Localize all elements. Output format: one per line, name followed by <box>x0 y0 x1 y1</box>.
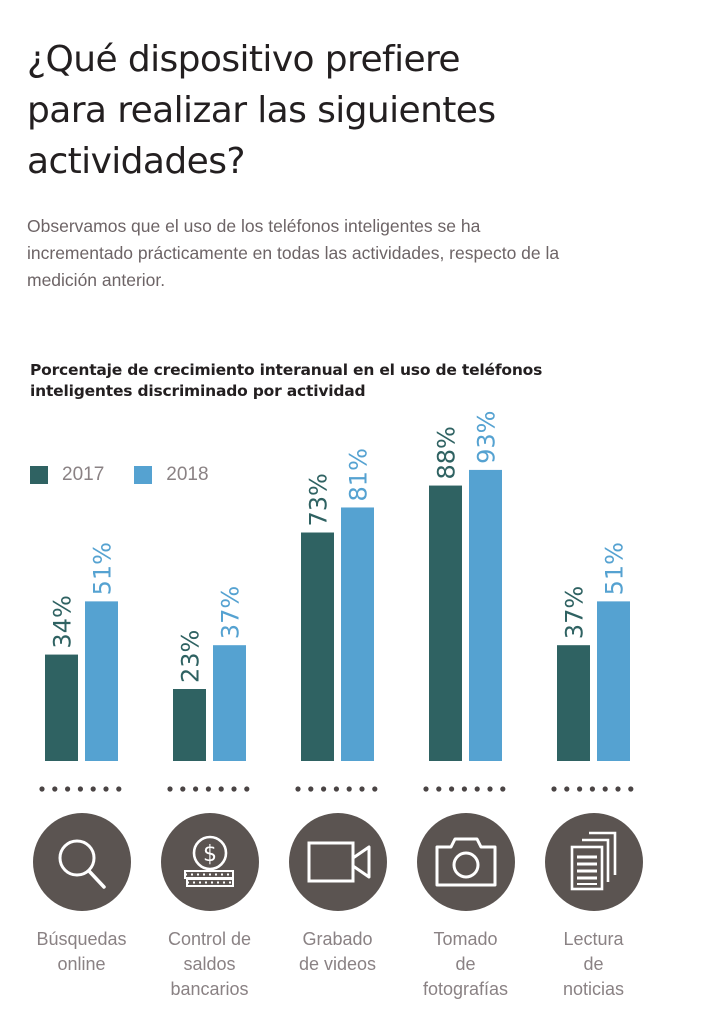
data-label-2018-2: 81% <box>345 448 373 501</box>
separator-dot <box>449 786 455 792</box>
separator-dot <box>436 786 442 792</box>
data-label-2017-3: 88% <box>433 426 461 479</box>
separator-dot <box>167 786 173 792</box>
separator-dot <box>39 786 45 792</box>
category-label: Lectura de noticias <box>530 927 658 1002</box>
chart-title-line: inteligentes discriminado por actividad <box>30 382 366 400</box>
bar-2018-1 <box>213 645 246 761</box>
separator-dot <box>65 786 71 792</box>
intro-paragraph: Observamos que el uso de los teléfonos i… <box>27 213 667 294</box>
separator-dot <box>615 786 621 792</box>
category-label-line: de <box>583 954 604 974</box>
separator-dot <box>90 786 96 792</box>
separator-dot <box>500 786 506 792</box>
legend-swatch-2017 <box>30 466 48 484</box>
legend-item-2017: 2017 <box>30 464 104 486</box>
category-label-line: Grabado <box>302 929 373 949</box>
category-label-line: de videos <box>298 954 377 974</box>
separator-dot <box>564 786 570 792</box>
search-icon <box>32 813 131 911</box>
data-label-2017-2: 73% <box>305 473 333 526</box>
data-label-2018-1: 37% <box>217 586 245 639</box>
data-label-2017-4: 37% <box>561 586 589 639</box>
separator-dot <box>321 786 327 792</box>
separator-dot <box>461 786 467 792</box>
video-camera-icon <box>288 813 387 911</box>
separator-dot <box>628 786 634 792</box>
separator-dot <box>193 786 199 792</box>
bar-2017-3 <box>429 485 462 761</box>
category-label: Búsquedas online <box>18 927 146 977</box>
bar-2017-0 <box>45 654 78 761</box>
separator-dot <box>231 786 237 792</box>
page-title: ¿Qué dispositivo prefiere para realizar … <box>27 34 687 187</box>
category-label: Tomado de fotografías <box>402 927 530 1002</box>
separator-dot <box>218 786 224 792</box>
separator-dot <box>359 786 365 792</box>
data-label-2017-1: 23% <box>177 630 205 683</box>
intro-line: medición anterior. <box>27 270 166 290</box>
data-label-2017-0: 34% <box>49 595 77 648</box>
coin-dollar-icon: $ <box>160 813 259 911</box>
separator-dot <box>77 786 83 792</box>
svg-text:$: $ <box>203 842 217 867</box>
bar-2018-4 <box>597 601 630 761</box>
separator-dot <box>333 786 339 792</box>
bar-2017-2 <box>301 532 334 761</box>
data-label-2018-4: 51% <box>601 542 629 595</box>
separator-dot <box>205 786 211 792</box>
separator-dot <box>474 786 480 792</box>
category-label-line: de <box>455 954 476 974</box>
title-line: actividades? <box>27 141 245 182</box>
separator-dot <box>180 786 186 792</box>
separator-dot <box>244 786 250 792</box>
category-label-line: noticias <box>562 979 625 999</box>
category-label: Grabado de videos <box>274 927 402 977</box>
legend-label-2017: 2017 <box>62 464 105 485</box>
category-label-line: online <box>57 954 106 974</box>
separator-dot <box>103 786 109 792</box>
separator-dot <box>602 786 608 792</box>
photo-camera-icon <box>416 813 515 911</box>
chart-title: Porcentaje de crecimiento interanual en … <box>30 360 670 402</box>
category-label-line: Lectura <box>563 929 624 949</box>
category-label-line: bancarios <box>170 979 249 999</box>
title-line: para realizar las siguientes <box>27 90 496 131</box>
legend: 2017 2018 <box>30 464 239 486</box>
documents-icon <box>544 813 643 911</box>
separator-dot <box>52 786 58 792</box>
intro-line: incrementado prácticamente en todas las … <box>27 243 560 263</box>
category-label-line: Búsquedas <box>36 929 127 949</box>
bar-2018-3 <box>469 469 502 761</box>
separator-dot <box>372 786 378 792</box>
legend-swatch-2018 <box>134 466 153 484</box>
data-label-2018-3: 93% <box>473 411 501 464</box>
category-label-line: Control de <box>167 929 252 949</box>
separator-dot <box>577 786 583 792</box>
category-label-line: Tomado <box>433 929 498 949</box>
intro-line: Observamos que el uso de los teléfonos i… <box>27 216 481 236</box>
legend-label-2018: 2018 <box>166 464 209 485</box>
bar-2017-1 <box>173 689 206 761</box>
category-label-line: saldos <box>183 954 236 974</box>
separator-dot <box>295 786 301 792</box>
category-label-line: fotografías <box>422 979 509 999</box>
separator-dot <box>308 786 314 792</box>
chart-title-line: Porcentaje de crecimiento interanual en … <box>30 361 543 379</box>
title-line: ¿Qué dispositivo prefiere <box>27 39 461 80</box>
separator-dot <box>346 786 352 792</box>
separator-dot <box>589 786 596 792</box>
legend-item-2018: 2018 <box>134 464 209 486</box>
separator-dot <box>116 786 122 792</box>
separator-dot <box>487 786 493 792</box>
separator-dot <box>423 786 429 792</box>
category-label: Control de saldos bancarios <box>146 927 274 1002</box>
data-label-2018-0: 51% <box>89 542 117 595</box>
bar-2017-4 <box>557 645 590 761</box>
separator-dot <box>551 786 557 792</box>
bar-2018-0 <box>85 601 118 761</box>
bar-2018-2 <box>341 507 374 761</box>
